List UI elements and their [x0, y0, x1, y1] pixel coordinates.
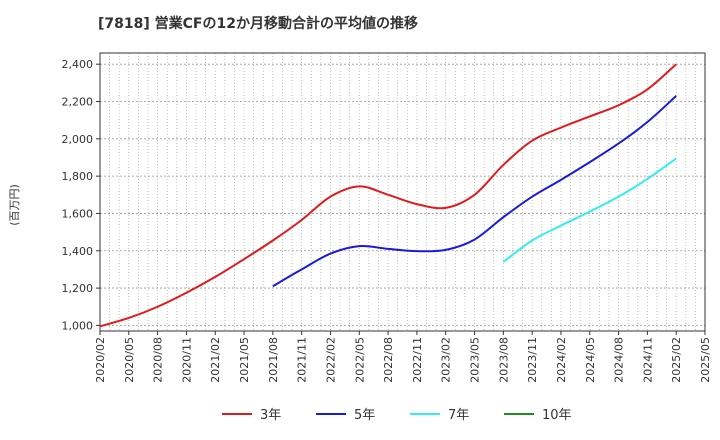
legend-label-1: 5年	[354, 408, 375, 423]
y-tick-label: 1,200	[62, 282, 94, 295]
x-tick-label: 2022/11	[411, 337, 424, 383]
y-tick-label: 1,800	[62, 170, 94, 183]
x-tick-label: 2025/02	[670, 337, 683, 383]
series-group	[99, 63, 677, 328]
x-tick-label: 2023/11	[526, 337, 539, 383]
x-tick-label: 2022/05	[353, 337, 366, 383]
x-tick-label: 2024/05	[584, 337, 597, 383]
x-tick-label: 2022/08	[382, 337, 395, 383]
x-tick-label: 2020/08	[152, 337, 165, 383]
y-tick-label: 2,200	[62, 96, 94, 109]
y-tick-label: 2,000	[62, 133, 94, 146]
y-tick-label: 2,400	[62, 58, 94, 71]
x-tick-label: 2025/05	[699, 337, 712, 383]
y-axis: 1,000 1,200 1,400 1,600 1,800 2,000 2,200 2,400	[62, 58, 100, 332]
y-axis-label: (百万円)	[8, 184, 21, 226]
x-tick-label: 2024/11	[641, 337, 654, 383]
y-tick-label: 1,400	[62, 245, 94, 258]
legend: 3年 5年 7年 10年	[222, 408, 572, 423]
x-tick-label: 2021/05	[238, 337, 251, 383]
y-tick-label: 1,000	[62, 319, 94, 332]
x-tick-label: 2021/02	[209, 337, 222, 383]
y-tick-label: 1,600	[62, 207, 94, 220]
plot-frame	[99, 52, 706, 332]
x-tick-label: 2024/08	[613, 337, 626, 383]
x-tick-label: 2022/02	[324, 337, 337, 383]
series-line-0	[99, 63, 677, 328]
series-line-1	[272, 95, 677, 288]
x-tick-label: 2021/11	[296, 337, 309, 383]
chart-title: [7818] 営業CFの12か月移動合計の平均値の推移	[98, 15, 418, 32]
x-tick-label: 2020/05	[123, 337, 136, 383]
x-tick-label: 2023/02	[440, 337, 453, 383]
legend-label-2: 7年	[448, 408, 469, 423]
grid	[99, 53, 706, 331]
x-tick-label: 2021/08	[267, 337, 280, 383]
legend-label-3: 10年	[542, 408, 572, 423]
x-tick-label: 2023/05	[469, 337, 482, 383]
x-tick-label: 2020/02	[94, 337, 107, 383]
x-tick-label: 2020/11	[180, 337, 193, 383]
x-axis: 2020/02 2020/05 2020/08 2020/11 2021/02 2021/…	[94, 331, 712, 383]
series-line-2	[502, 157, 677, 263]
x-tick-label: 2024/02	[555, 337, 568, 383]
x-tick-label: 2023/08	[497, 337, 510, 383]
legend-label-0: 3年	[260, 408, 281, 423]
